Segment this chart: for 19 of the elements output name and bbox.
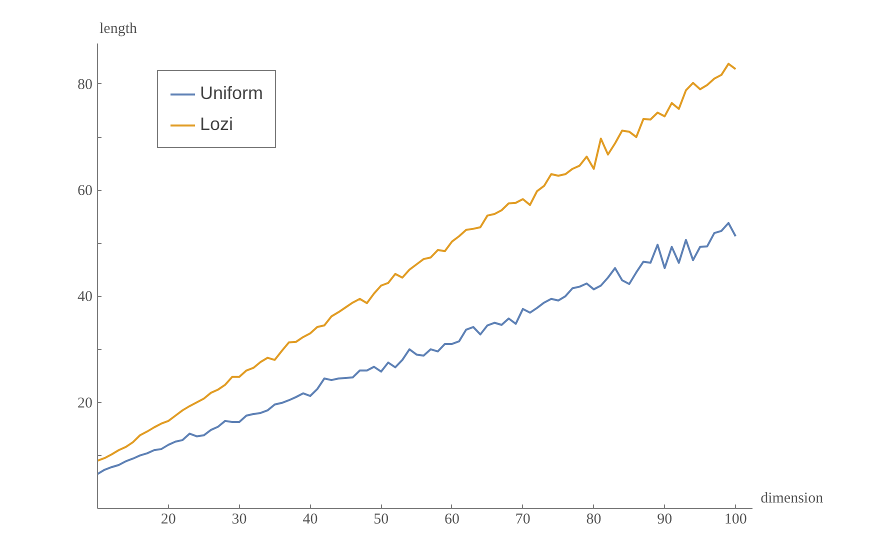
x-tick-label: 30 xyxy=(232,512,247,528)
y-axis-title: length xyxy=(100,21,138,38)
x-tick-label: 60 xyxy=(444,512,460,528)
x-tick-label: 50 xyxy=(374,512,389,528)
x-tick-label: 100 xyxy=(724,512,747,528)
y-tick-label: 40 xyxy=(78,289,92,306)
x-tick-label: 40 xyxy=(302,512,318,528)
line-series xyxy=(98,222,737,476)
y-tick-label: 80 xyxy=(78,76,92,93)
line-series xyxy=(98,62,737,462)
x-tick-label: 80 xyxy=(586,512,602,528)
legend-label: Lozi xyxy=(200,114,234,135)
x-tick-label: 90 xyxy=(657,512,672,528)
legend-label: Uniform xyxy=(200,83,264,104)
y-tick-label: 60 xyxy=(78,183,92,200)
x-tick-label: 70 xyxy=(515,512,530,528)
y-tick-label: 20 xyxy=(78,395,92,412)
x-tick-label: 20 xyxy=(160,512,176,528)
x-axis-title: dimension xyxy=(760,490,824,506)
